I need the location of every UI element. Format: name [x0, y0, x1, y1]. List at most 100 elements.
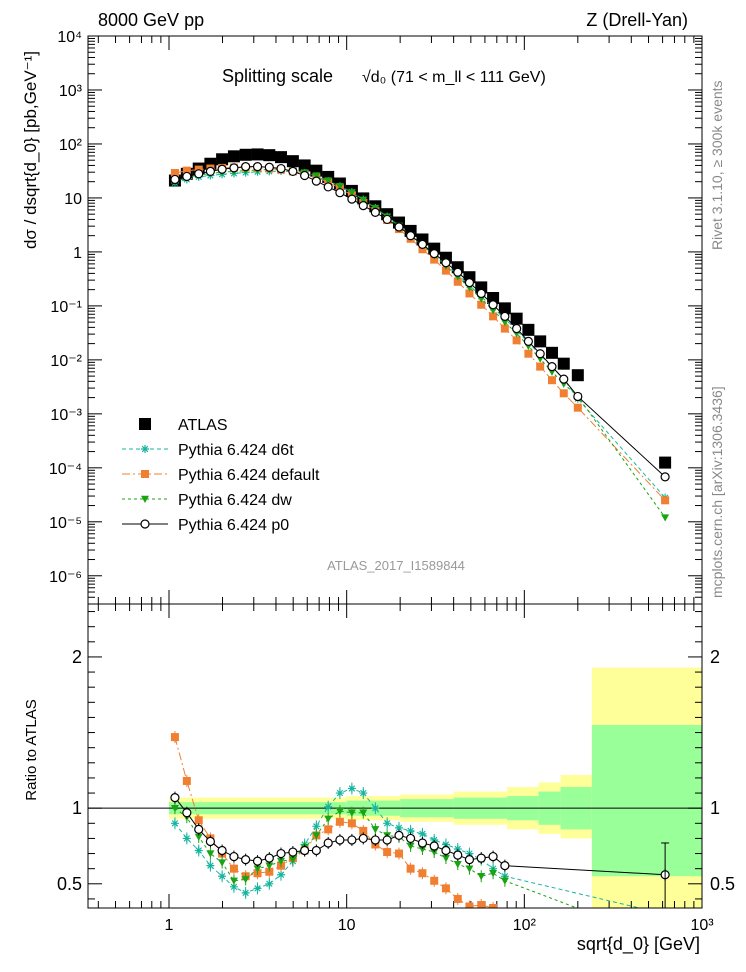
- ratio-point: [241, 855, 251, 865]
- data-point: [571, 369, 584, 382]
- ratio-point: [441, 854, 450, 863]
- ratio-point: [182, 808, 192, 818]
- data-point: [535, 349, 545, 359]
- legend-label: Pythia 6.424 p0: [178, 517, 289, 534]
- data-point: [523, 336, 533, 346]
- data-point: [489, 312, 498, 321]
- data-point: [263, 149, 276, 162]
- data-point: [370, 207, 380, 217]
- data-point: [394, 222, 404, 232]
- y-tick-label: 1: [73, 245, 82, 262]
- data-point: [347, 194, 357, 204]
- data-point: [275, 151, 288, 164]
- data-point: [500, 324, 509, 333]
- data-point: [441, 266, 450, 275]
- beam-label: 8000 GeV pp: [98, 10, 204, 30]
- y-tick-label: 10⁻⁵: [49, 515, 82, 532]
- data-point: [324, 177, 333, 185]
- data-point: [205, 166, 215, 177]
- ratio-point: [335, 835, 345, 845]
- ratio-point: [335, 789, 344, 798]
- ratio-point: [453, 894, 462, 903]
- ratio-point: [394, 830, 404, 841]
- ratio-tick-label: 2: [72, 647, 82, 667]
- data-point: [476, 288, 486, 299]
- legend: ATLAS Pythia 6.424 d6t Pythia 6.424 defaul…: [122, 417, 320, 534]
- legend-marker: [139, 418, 151, 430]
- data-point: [661, 496, 670, 505]
- data-point: [358, 201, 368, 211]
- ratio-point: [441, 845, 451, 856]
- ratio-point: [418, 869, 427, 878]
- ratio-point: [453, 845, 462, 854]
- x-tick-label: 10²: [513, 917, 537, 934]
- ratio-point: [347, 809, 356, 817]
- analysis-watermark: ATLAS_2017_I1589844: [327, 558, 465, 573]
- data-point: [547, 362, 557, 372]
- ratio-point: [229, 882, 238, 891]
- data-point: [239, 148, 252, 161]
- ratio-point: [311, 845, 321, 856]
- data-point: [464, 278, 475, 288]
- data-point: [487, 292, 500, 305]
- ratio-point: [418, 829, 427, 838]
- ratio-point: [488, 851, 498, 862]
- data-point: [498, 302, 511, 315]
- ratio-point: [265, 862, 274, 870]
- rivet-version-label: Rivet 3.1.10, ≥ 300k events: [709, 80, 725, 250]
- ratio-point: [441, 884, 450, 893]
- ratio-point: [170, 792, 180, 803]
- ratio-point: [500, 877, 509, 885]
- ratio-point: [217, 845, 227, 856]
- data-point: [512, 336, 521, 345]
- ratio-series-layer: [170, 731, 670, 908]
- ratio-tick-label: 0.5: [57, 874, 82, 894]
- ratio-tick-label: 1: [72, 798, 82, 818]
- ratio-point: [500, 861, 510, 871]
- ratio-point: [300, 845, 310, 856]
- ratio-point: [465, 849, 474, 858]
- data-point: [547, 376, 556, 385]
- ratio-point: [359, 826, 368, 835]
- ratio-point: [265, 879, 274, 888]
- data-point: [477, 300, 486, 309]
- ratio-point: [241, 876, 250, 884]
- y-tick-label: 10⁻³: [50, 407, 82, 424]
- ratio-point: [206, 850, 215, 858]
- ratio-point: [229, 851, 239, 862]
- ratio-point: [288, 856, 297, 864]
- ratio-point: [465, 865, 474, 873]
- ratio-point: [264, 853, 274, 863]
- ratio-point: [277, 870, 286, 879]
- ratio-point: [406, 842, 415, 850]
- ratio-point: [205, 836, 215, 847]
- ratio-axis-label: Ratio to ATLAS: [23, 699, 40, 800]
- ratio-point: [347, 835, 357, 845]
- legend-label: Pythia 6.424 dw: [178, 492, 292, 509]
- data-point: [312, 172, 321, 180]
- ratio-point: [371, 804, 380, 813]
- legend-marker: [141, 445, 149, 453]
- ratio-point: [476, 853, 486, 863]
- ratio-point: [359, 809, 368, 817]
- ratio-point: [430, 876, 439, 885]
- ratio-point: [335, 808, 344, 816]
- y-tick-label: 10: [64, 191, 82, 208]
- ratio-point: [405, 833, 416, 844]
- ratio-point: [288, 847, 298, 857]
- ratio-point: [477, 873, 486, 881]
- ratio-point: [429, 841, 439, 851]
- ratio-point: [170, 819, 179, 828]
- data-point: [359, 196, 368, 204]
- ratio-point: [218, 872, 227, 881]
- ratio-point: [418, 845, 427, 854]
- data-point: [488, 300, 498, 310]
- ratio-point: [182, 834, 191, 843]
- data-point: [453, 267, 463, 277]
- y-tick-label: 10⁻²: [50, 353, 82, 370]
- data-point: [335, 188, 345, 198]
- ratio-point: [394, 849, 403, 858]
- process-label: Z (Drell-Yan): [586, 10, 688, 30]
- data-point: [429, 249, 439, 259]
- data-point: [559, 374, 569, 384]
